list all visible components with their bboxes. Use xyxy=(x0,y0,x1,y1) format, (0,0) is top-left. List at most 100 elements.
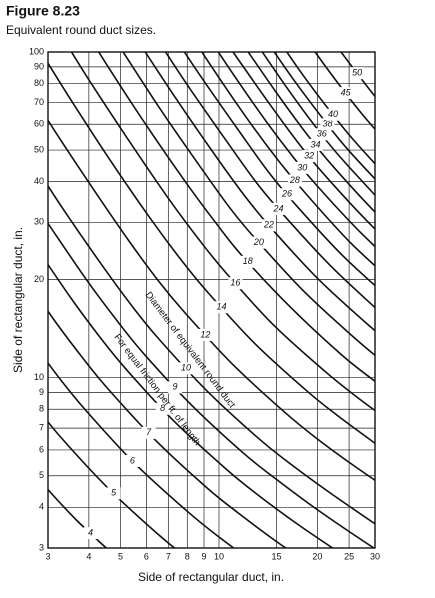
curve xyxy=(200,52,375,267)
curve-label-bg xyxy=(338,87,353,100)
curve xyxy=(183,52,375,287)
y-tick-label: 10 xyxy=(34,372,44,382)
curve-label: 38 xyxy=(322,119,332,129)
y-tick-label: 4 xyxy=(39,502,44,512)
x-axis-label: Side of rectangular duct, in. xyxy=(138,570,284,584)
curve-label-bg xyxy=(168,381,183,394)
curve xyxy=(48,309,288,548)
x-tick-label: 20 xyxy=(312,551,322,561)
x-tick-label: 9 xyxy=(202,551,207,561)
y-tick-label: 60 xyxy=(34,119,44,129)
x-tick-label: 30 xyxy=(370,551,380,561)
curve xyxy=(340,52,375,98)
curve-label: 6 xyxy=(130,455,135,465)
y-tick-label: 70 xyxy=(34,97,44,107)
curve-label: 40 xyxy=(328,109,338,119)
x-tick-label: 7 xyxy=(166,551,171,561)
curve-label: 16 xyxy=(230,278,240,288)
curve xyxy=(48,488,108,548)
curve-label: 5 xyxy=(111,488,117,498)
curve xyxy=(97,52,375,383)
curve-label-bg xyxy=(83,527,98,540)
curve-label-bg xyxy=(141,426,156,439)
curve-label-bg xyxy=(179,362,194,375)
y-tick-label: 20 xyxy=(34,274,44,284)
curve-label: 10 xyxy=(181,363,191,373)
chart-title: Figure 8.23 xyxy=(6,3,80,19)
curve-label-bg xyxy=(198,328,213,341)
curve xyxy=(48,420,176,548)
curve-label: 45 xyxy=(341,87,352,97)
curve-label: 28 xyxy=(289,175,300,185)
curve-label-bg xyxy=(155,402,170,415)
curve xyxy=(285,52,375,165)
curve xyxy=(261,52,375,197)
y-tick-label: 9 xyxy=(39,387,44,397)
y-tick-label: 5 xyxy=(39,470,44,480)
curve-label-bg xyxy=(228,277,243,290)
curve-label: 20 xyxy=(253,237,264,247)
curve xyxy=(70,52,375,412)
curve xyxy=(48,118,375,482)
x-tick-label: 8 xyxy=(185,551,190,561)
y-tick-label: 100 xyxy=(29,46,44,56)
y-tick-label: 6 xyxy=(39,444,44,454)
curve-label: 26 xyxy=(281,189,292,199)
curve-label-bg xyxy=(350,67,365,80)
x-tick-label: 6 xyxy=(144,551,149,561)
curve-label: 30 xyxy=(297,162,307,172)
y-tick-label: 8 xyxy=(39,404,44,414)
curve-label-bg xyxy=(271,202,286,215)
curve-label: 4 xyxy=(88,527,93,537)
x-tick-label: 5 xyxy=(118,551,123,561)
y-tick-label: 40 xyxy=(34,176,44,186)
curve xyxy=(144,52,375,332)
curve-label-bg xyxy=(287,174,302,187)
curves xyxy=(48,52,375,548)
curve-label-bg xyxy=(302,150,317,163)
curve-label-bg xyxy=(261,219,276,232)
curve-label: 14 xyxy=(216,302,226,312)
curve-label: 50 xyxy=(352,68,362,78)
curve-label: 9 xyxy=(173,382,178,392)
curve-label: 32 xyxy=(304,150,314,160)
curve-label-bg xyxy=(326,108,341,121)
curve-label-bg xyxy=(314,128,329,141)
curve-label-bg xyxy=(279,188,294,201)
curve-labels: 4567891012141618202224262830323436384045… xyxy=(83,67,365,540)
curve-label: 18 xyxy=(243,256,253,266)
y-tick-label: 7 xyxy=(39,423,44,433)
y-tick-label: 30 xyxy=(34,217,44,227)
curve xyxy=(247,52,375,214)
y-tick-label: 50 xyxy=(34,144,44,154)
curve-label: 24 xyxy=(272,203,283,213)
curve-label: 36 xyxy=(317,129,327,139)
curve-label-bg xyxy=(308,138,323,151)
curve-label-bg xyxy=(214,301,229,314)
curve-label-bg xyxy=(106,487,121,500)
curve-label-bg xyxy=(240,255,255,268)
y-tick-label: 90 xyxy=(34,61,44,71)
plot-frame xyxy=(47,51,376,549)
curve xyxy=(164,52,375,309)
curve-label-bg xyxy=(125,454,140,467)
x-tick-label: 25 xyxy=(344,551,354,561)
curve xyxy=(48,61,375,445)
curve xyxy=(48,263,334,548)
curve-label: 22 xyxy=(263,220,274,230)
curve-label: 7 xyxy=(146,427,152,437)
x-tick-label: 3 xyxy=(45,551,50,561)
chart-subtitle: Equivalent round duct sizes. xyxy=(6,23,156,37)
curve-label-bg xyxy=(320,118,335,131)
y-axis-label: Side of rectangular duct, in. xyxy=(11,227,25,373)
y-tick-label: 3 xyxy=(39,542,44,552)
x-tick-label: 4 xyxy=(86,551,91,561)
curve-label: 8 xyxy=(160,403,165,413)
curve-label: 12 xyxy=(200,329,210,339)
x-tick-label: 10 xyxy=(214,551,224,561)
y-tick-label: 80 xyxy=(34,78,44,88)
curve-label: 34 xyxy=(311,139,321,149)
curve-label-bg xyxy=(251,236,266,249)
curve xyxy=(48,222,375,548)
